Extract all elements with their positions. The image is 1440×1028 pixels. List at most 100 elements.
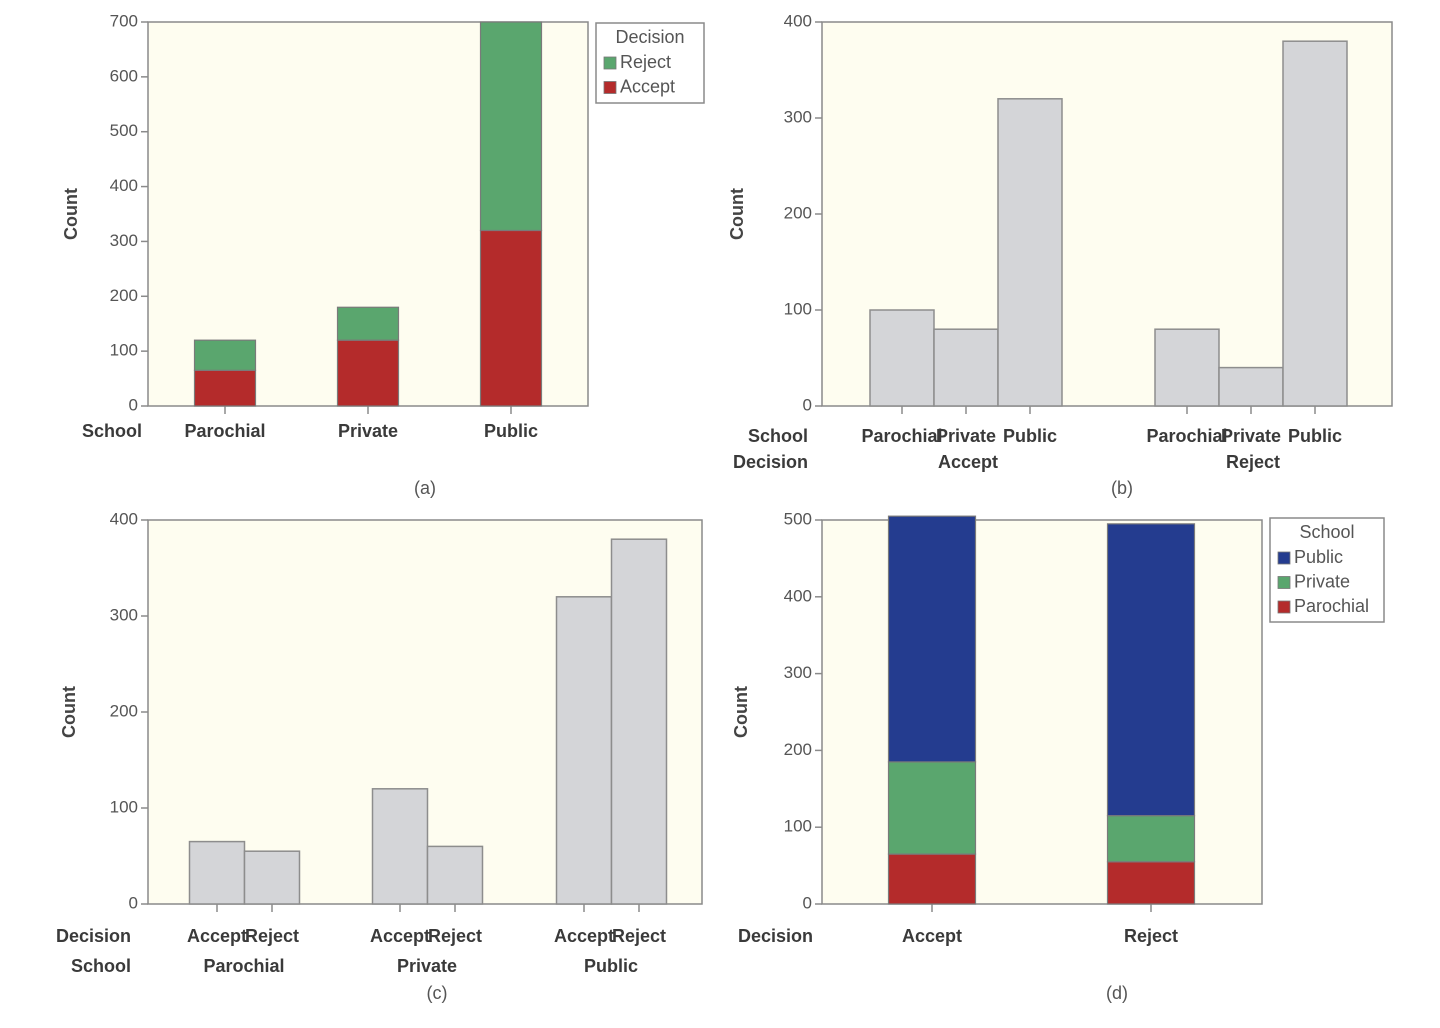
y-tick-label: 0 [803,395,812,414]
bar-accept-0 [188,840,246,905]
x-category-label: Private [1221,426,1281,446]
x-category-label: Accept [187,926,247,946]
chart-a: 0 100 200 300 400 500 600 700 Count Parochial Priv… [61,11,705,498]
bar-parochial-accept [887,853,977,905]
y-tick-label: 500 [110,121,138,140]
x-category-label: Reject [1124,926,1178,946]
chart-d: 0 100 200 300 400 500 Count Accept Reject Decisio… [731,509,1385,1003]
legend-entry-accept: Accept [620,76,675,96]
y-tick-label: 200 [110,286,138,305]
bar-accept-parochial [193,369,257,407]
x-category-label: Public [1003,426,1057,446]
x-category-label: Private [338,421,398,441]
x-category-label: Accept [554,926,614,946]
x-group-label: Accept [938,452,998,472]
y-tick-label: 300 [784,663,812,682]
legend-swatch-public [1277,551,1291,565]
y-tick-label: 300 [110,605,138,624]
y-tick-label: 100 [784,299,812,318]
y-tick-label: 200 [110,701,138,720]
chart-caption: (a) [414,478,436,498]
legend-entry-private: Private [1294,571,1350,591]
bar-public-5 [1282,40,1348,407]
bar-reject-3 [426,845,484,905]
x-group-label: Parochial [203,956,284,976]
x-axis-label: School [82,421,142,441]
chart-caption: (d) [1106,983,1128,1003]
bar-private-4 [1218,366,1284,407]
bar-accept-4 [555,596,613,905]
bar-accept-private [336,339,400,407]
x-row-label: School [748,426,808,446]
bar-private-accept [887,761,977,855]
x-axis-label: Decision [738,926,813,946]
y-tick-label: 400 [110,176,138,195]
bar-reject-5 [610,538,668,905]
x-group-label: Public [584,956,638,976]
y-tick-label: 200 [784,740,812,759]
bar-private-1 [933,328,999,407]
y-tick-label: 100 [110,797,138,816]
x-row-label: Decision [733,452,808,472]
y-tick-label: 0 [129,893,138,912]
y-tick-label: 400 [784,586,812,605]
bar-public-reject [1106,523,1196,817]
legend-title: School [1299,522,1354,542]
figure-page: 0 100 200 300 400 500 600 700 Count Parochial Priv… [12,0,1422,1028]
bar-reject-1 [243,850,301,905]
x-category-label: Parochial [861,426,942,446]
y-axis-label: Count [727,188,747,240]
bar-reject-parochial [193,339,257,371]
chart-caption: (b) [1111,478,1133,498]
legend-swatch-accept [603,81,617,94]
y-tick-label: 600 [110,66,138,85]
bar-public-2 [997,98,1063,407]
y-tick-label: 300 [784,107,812,126]
bar-private-reject [1106,815,1196,863]
legend-swatch-private [1277,576,1291,589]
legend-entry-parochial: Parochial [1294,596,1369,616]
bar-reject-private [336,306,400,341]
x-group-label: Private [397,956,457,976]
x-category-label: Parochial [1146,426,1227,446]
legend-d: School Public Private Parochial [1269,517,1385,623]
x-category-label: Reject [612,926,666,946]
y-axis-label: Count [59,686,79,738]
x-category-label: Public [1288,426,1342,446]
legend-swatch-reject [603,56,617,70]
bar-parochial-reject [1106,861,1196,905]
bar-parochial-0 [869,309,935,407]
y-tick-label: 0 [129,395,138,414]
bar-accept-public [479,229,543,407]
y-tick-label: 300 [110,231,138,250]
legend-entry-reject: Reject [620,52,671,72]
y-tick-label: 500 [784,509,812,528]
y-tick-label: 200 [784,203,812,222]
bar-public-accept [887,515,977,763]
x-category-label: Private [936,426,996,446]
legend-a: Decision Reject Accept [595,22,705,104]
legend-title: Decision [615,27,684,47]
x-row-label: Decision [56,926,131,946]
y-tick-label: 400 [784,11,812,30]
legend-entry-public: Public [1294,547,1343,567]
x-category-label: Public [484,421,538,441]
y-tick-label: 100 [110,341,138,360]
bar-reject-public [479,21,543,232]
y-tick-label: 400 [110,509,138,528]
legend-swatch-parochial [1277,600,1291,614]
bar-accept-2 [371,788,429,905]
y-tick-label: 0 [803,893,812,912]
y-axis-label: Count [61,188,81,240]
y-tick-label: 100 [784,817,812,836]
x-group-label: Reject [1226,452,1280,472]
x-category-label: Reject [245,926,299,946]
y-tick-label: 700 [110,11,138,30]
chart-caption: (c) [427,983,448,1003]
x-row-label: School [71,956,131,976]
bar-parochial-3 [1154,328,1220,407]
x-category-label: Parochial [184,421,265,441]
